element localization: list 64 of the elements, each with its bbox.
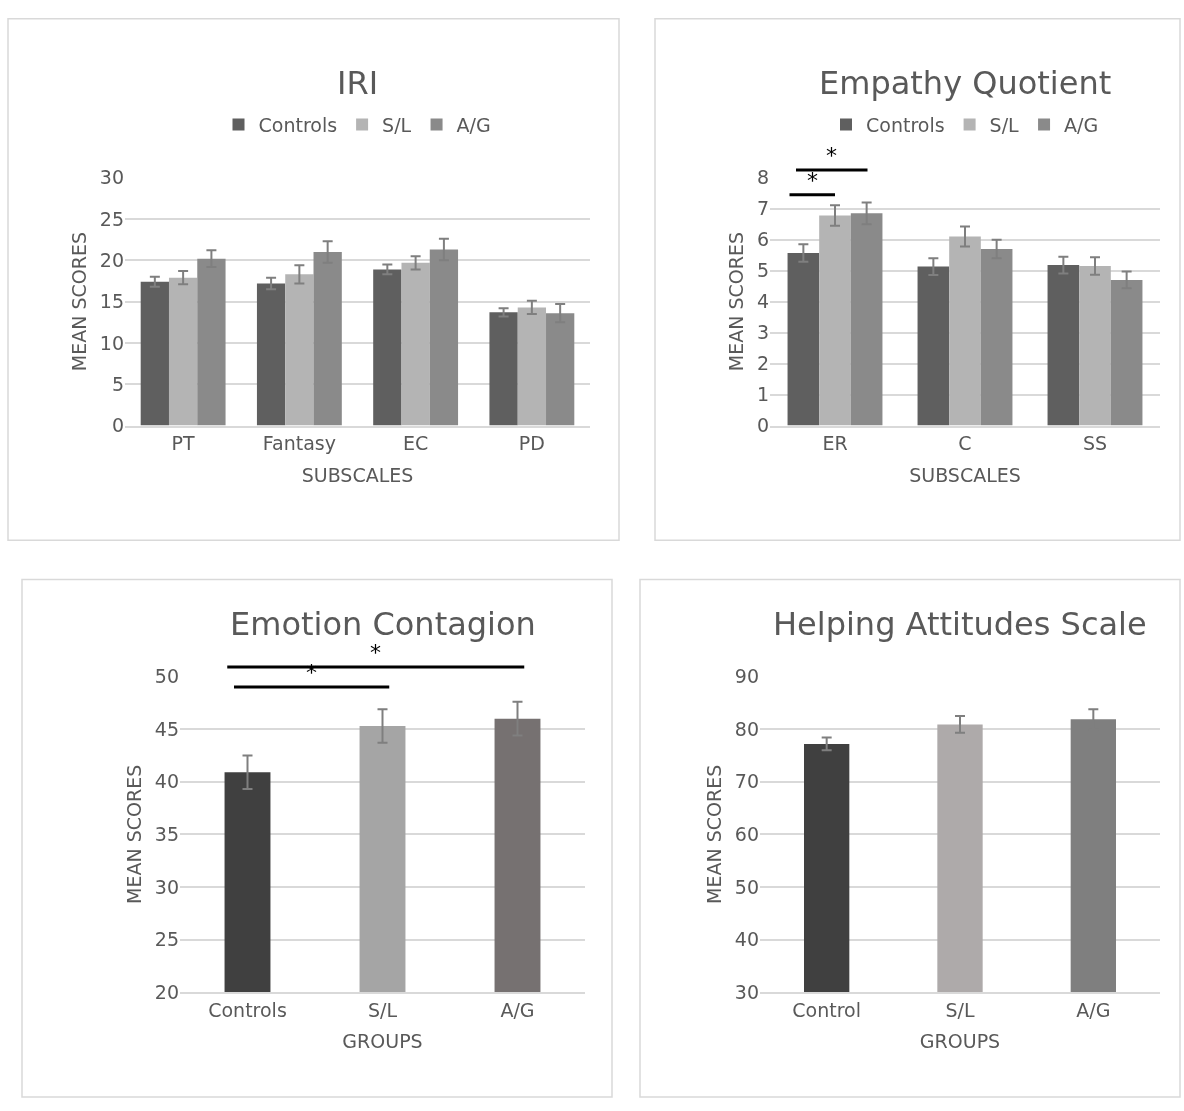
chart-title: Helping Attitudes Scale [773,605,1147,643]
x-axis-title: SUBSCALES [909,463,1021,486]
y-tick-label: 6 [756,228,769,251]
y-tick-label: 60 [734,823,759,846]
legend-label: Controls [866,113,945,136]
annotation: * [807,168,818,193]
y-tick-label: 25 [99,207,124,230]
y-tick-label: 20 [154,980,179,1003]
y-tick-label: 0 [111,414,124,437]
x-tick-label: A/G [1076,998,1111,1021]
y-tick-label: 10 [99,331,124,354]
x-tick-label: SS [1082,432,1108,455]
y-axis-title: MEAN SCORES [724,232,747,372]
x-tick-label: PT [171,432,196,455]
y-tick-label: 15 [99,290,124,313]
x-tick-label: Controls [208,998,287,1021]
y-tick-label: 4 [756,290,769,313]
legend-label: S/L [989,113,1020,136]
text: * [826,143,837,168]
chart-title: IRI [337,64,379,102]
x-tick-label: A/G [500,998,535,1021]
y-tick-label: 90 [734,665,759,688]
y-tick-label: 3 [756,321,769,344]
y-tick-label: 70 [734,770,759,793]
y-axis-title: MEAN SCORES [702,764,725,904]
y-tick-label: 20 [99,248,124,271]
chart-title: Emotion Contagion [230,605,536,643]
y-tick-label: 30 [734,980,759,1003]
y-tick-label: 5 [111,372,124,395]
y-tick-label: 80 [734,717,759,740]
y-tick-label: 35 [154,823,179,846]
chart-title: Empathy Quotient [819,64,1112,102]
y-tick-label: 30 [154,875,179,898]
x-tick-label: ER [822,432,848,455]
x-tick-label: Control [792,998,862,1021]
legend-label: S/L [382,113,412,136]
y-tick-label: 25 [154,928,179,951]
y-tick-label: 40 [734,928,759,951]
x-tick-label: PD [518,432,545,455]
y-axis-title: MEAN SCORES [122,764,145,904]
x-tick-label: Fantasy [262,432,336,455]
x-tick-label: EC [402,432,429,455]
y-tick-label: 30 [99,166,124,189]
y-tick-label: 50 [734,875,759,898]
y-tick-label: 0 [756,414,769,437]
y-tick-label: 1 [756,383,769,406]
legend-label: Controls [258,113,338,136]
x-axis-title: GROUPS [919,1030,1001,1053]
x-tick-label: S/L [945,998,975,1021]
x-axis-title: SUBSCALES [301,463,414,486]
y-tick-label: 8 [756,166,769,189]
y-tick-label: 50 [154,665,179,688]
legend-label: A/G [1064,113,1099,136]
y-tick-label: 2 [756,352,769,375]
y-tick-label: 7 [756,197,769,220]
x-tick-label: S/L [367,998,398,1021]
y-tick-label: 45 [154,717,179,740]
y-tick-label: 5 [756,259,769,282]
y-tick-label: 40 [154,770,179,793]
legend-label: A/G [456,113,491,136]
text: * [370,640,381,665]
y-axis-title: MEAN SCORES [67,232,90,372]
x-axis-title: GROUPS [342,1030,423,1053]
x-tick-label: C [958,432,972,455]
